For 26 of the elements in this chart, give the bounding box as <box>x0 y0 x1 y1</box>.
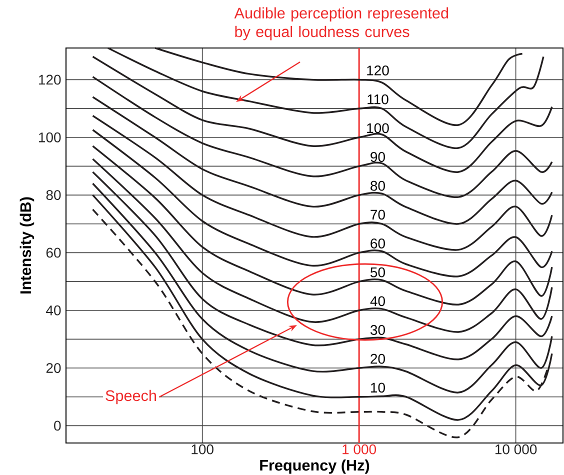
y-tick-label: 80 <box>46 190 61 200</box>
x-tick-label: 100 <box>192 444 214 454</box>
y-tick-label: 60 <box>46 248 61 258</box>
annotation: Speech <box>106 390 156 404</box>
series-label: 120 <box>367 66 389 76</box>
series-label: 60 <box>370 238 385 248</box>
series-label: 10 <box>371 382 385 393</box>
x-axis-title: Frequency (Hz) <box>260 459 370 474</box>
text: Audible perception represented by equal loudness curves <box>234 7 448 40</box>
series-label: 50 <box>370 267 385 278</box>
x-tick-label: 10 000 <box>495 444 537 454</box>
series-label: 100 <box>367 123 389 134</box>
series-label: 80 <box>370 180 385 191</box>
series-label: 30 <box>370 325 385 335</box>
series-label: 40 <box>370 296 385 306</box>
series-label: 110 <box>368 94 388 104</box>
y-tick-label: 0 <box>54 420 61 431</box>
y-tick-label: 20 <box>46 363 61 373</box>
y-tick-label: 40 <box>46 305 61 316</box>
series-label: 90 <box>370 152 385 162</box>
y-tick-label: 100 <box>39 132 61 142</box>
series-label: 70 <box>370 210 385 220</box>
x-tick-label: 1 000 <box>342 444 376 454</box>
y-tick-label: 120 <box>39 74 61 85</box>
y-axis-title: Intensity (dB) <box>20 197 34 294</box>
series-label: 20 <box>370 354 385 364</box>
